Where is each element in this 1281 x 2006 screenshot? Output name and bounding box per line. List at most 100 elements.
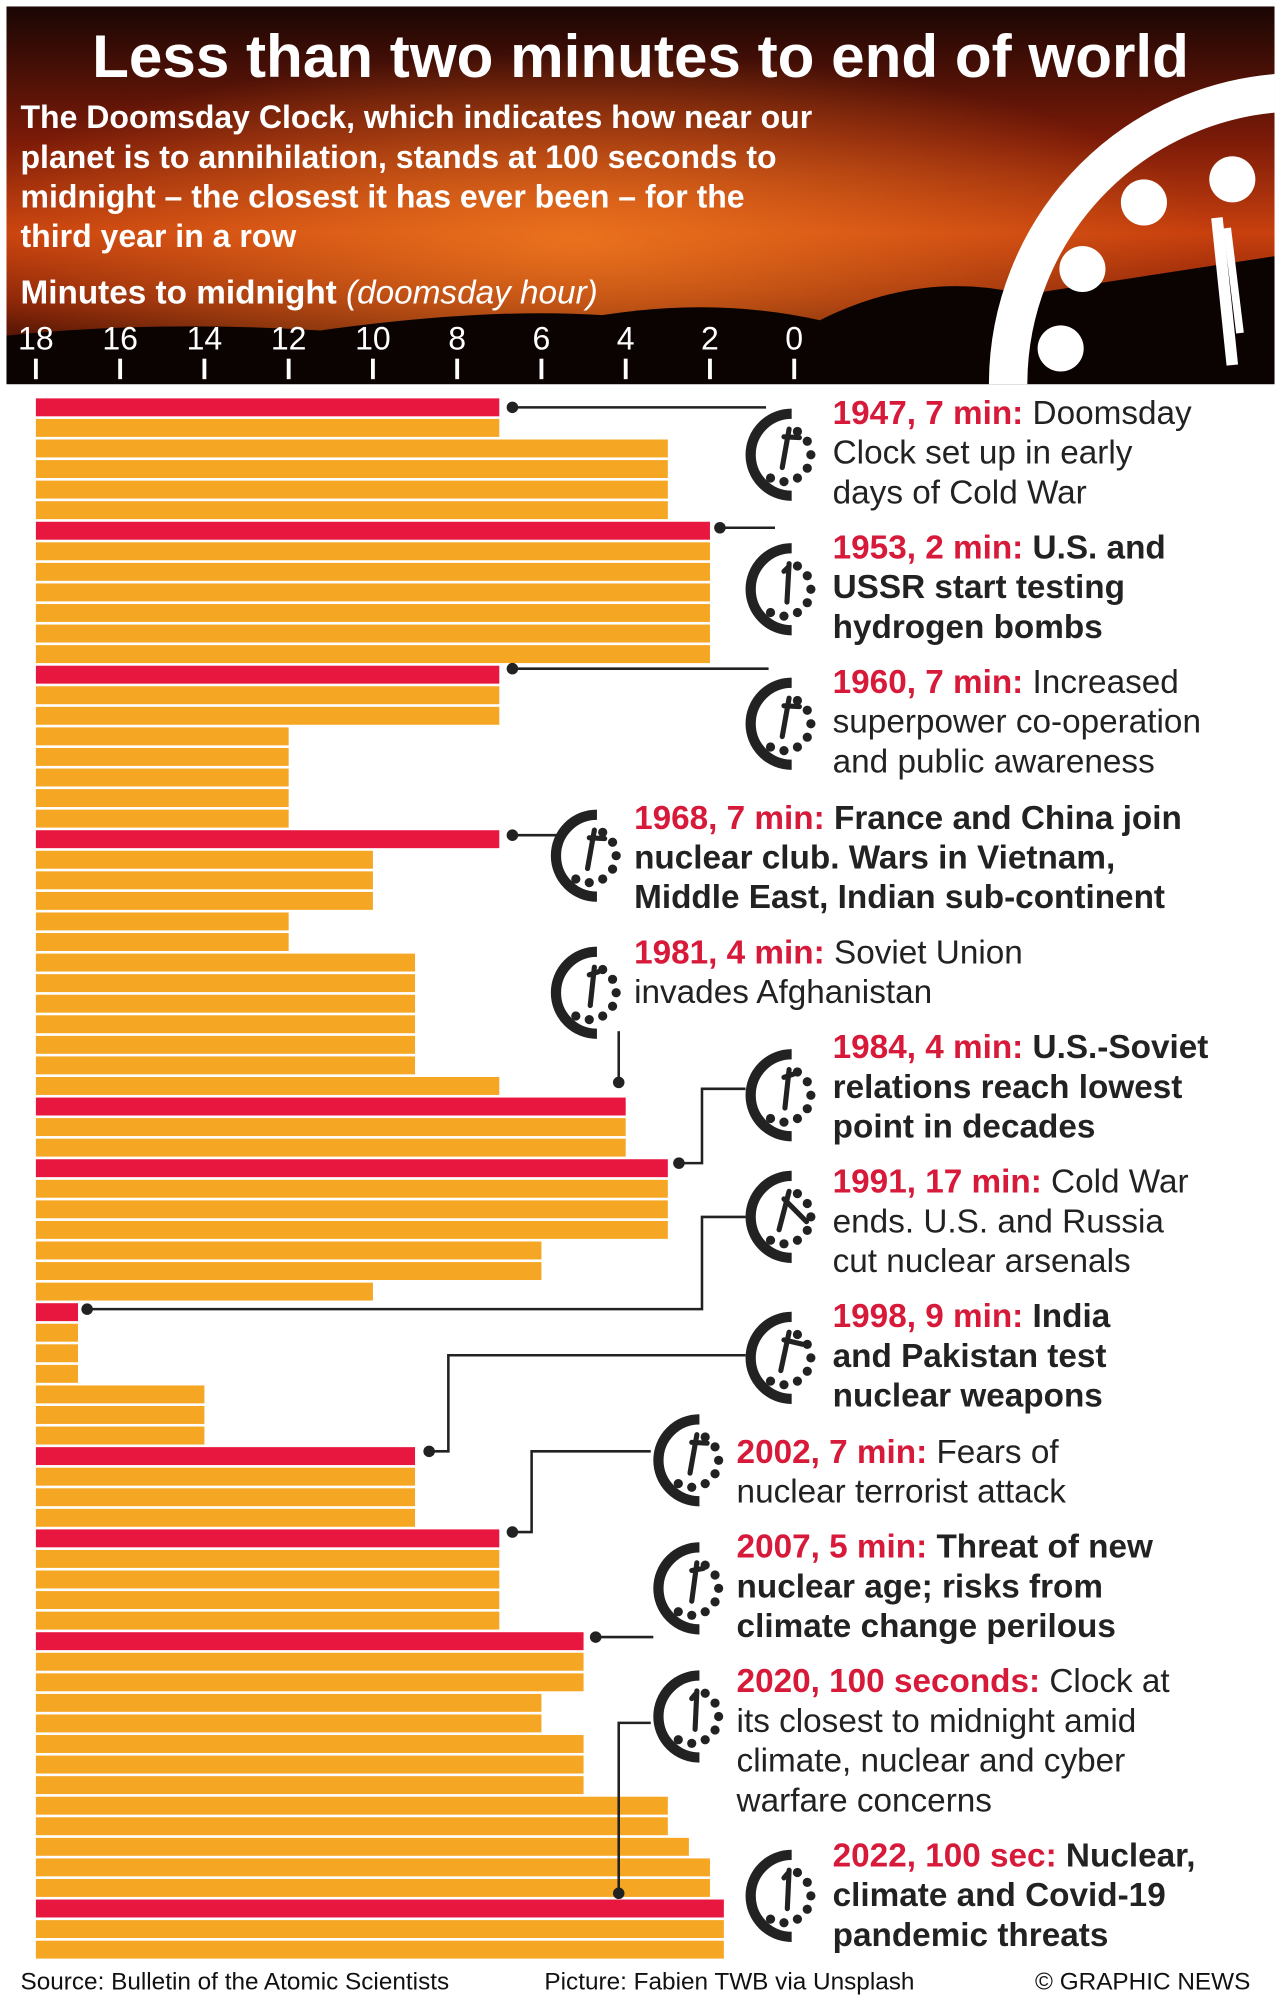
annotation-line: nuclear weapons — [833, 1378, 1103, 1415]
annotation-text: Nuclear, — [1066, 1837, 1196, 1874]
clock-dot — [611, 988, 621, 998]
clock-dot — [806, 584, 816, 594]
annotation-line: hydrogen bombs — [833, 609, 1103, 646]
bar — [35, 1488, 416, 1507]
clock-dot — [687, 1610, 697, 1620]
bar — [35, 1529, 500, 1548]
bar — [35, 809, 289, 828]
big-clock-dot — [1120, 179, 1167, 226]
annotation-text: U.S.-Soviet — [1033, 1029, 1209, 1066]
annotation-line: its closest to midnight amid — [737, 1703, 1137, 1740]
annotation-head: 2020, 100 seconds: — [737, 1663, 1041, 1700]
clock-dot — [584, 1015, 594, 1025]
clock-dot — [607, 864, 618, 874]
connector-dot — [714, 521, 726, 534]
annotation-head: 1968, 7 min: — [634, 800, 825, 837]
annotation-line: 1968, 7 min: France and China join — [634, 800, 1182, 837]
annotation-line: 1998, 9 min: India — [833, 1298, 1111, 1335]
clock-rim — [745, 1849, 792, 1942]
connector-dot — [423, 1445, 435, 1458]
bar — [35, 1200, 668, 1219]
clock-dot — [700, 1688, 710, 1698]
annotation-line: 1960, 7 min: Increased — [833, 664, 1179, 701]
clock-dot — [806, 719, 816, 729]
clock-dot — [802, 1225, 812, 1235]
credit: Picture: Fabien TWB via Unsplash — [544, 1968, 914, 1995]
connector — [429, 1353, 746, 1453]
x-tick-label: 8 — [448, 321, 466, 357]
annotation-line: 2007, 5 min: Threat of new — [737, 1529, 1153, 1566]
clock-dot — [607, 837, 618, 847]
clock-dot — [802, 732, 812, 742]
bar — [35, 1549, 500, 1568]
clock-dot — [802, 705, 812, 715]
connector — [678, 1087, 746, 1165]
clock-dot — [806, 450, 816, 460]
connector-dot — [506, 1526, 519, 1538]
clock-dot — [792, 695, 803, 706]
bar — [35, 1591, 500, 1610]
subtitle: The Doomsday Clock, which indicates how … — [21, 99, 813, 254]
header — [6, 6, 1275, 385]
axis-label: Minutes to midnight (doomsday hour) — [21, 275, 598, 312]
clock-dot — [598, 827, 608, 838]
clock-dot — [792, 1329, 803, 1340]
clock-hand — [781, 1196, 810, 1225]
annotation-line: 1953, 2 min: U.S. and — [833, 530, 1166, 567]
bar — [35, 1755, 584, 1774]
clock-dot — [765, 473, 776, 483]
bar — [35, 665, 500, 684]
clock-dot — [765, 1113, 776, 1124]
clock-rim — [550, 946, 598, 1039]
bar — [35, 1776, 584, 1795]
bar — [35, 1817, 668, 1836]
clock-dot — [700, 1478, 710, 1489]
clock-dot — [714, 1711, 724, 1722]
bar — [35, 1796, 668, 1815]
clock-dot — [802, 1077, 812, 1087]
clock-dot — [802, 1877, 812, 1887]
bar — [35, 1138, 626, 1157]
subtitle-line: third year in a row — [21, 218, 297, 254]
source: Source: Bulletin of the Atomic Scientist… — [21, 1968, 450, 1995]
clock-dot — [779, 477, 789, 487]
annotation-text: Cold War — [1051, 1164, 1189, 1201]
annotation-line: ends. U.S. and Russia — [833, 1203, 1165, 1240]
big-clock-hand — [1211, 217, 1239, 366]
bar — [35, 1282, 373, 1301]
clock-rim — [653, 1670, 700, 1763]
annotation-line: nuclear terrorist attack — [737, 1474, 1067, 1511]
annotation-head: 1981, 4 min: — [634, 934, 825, 971]
clock-hand — [781, 1337, 806, 1347]
annotation-line: 2022, 100 sec: Nuclear, — [833, 1837, 1196, 1874]
clock-rim — [745, 408, 792, 501]
clock-dot — [611, 851, 621, 861]
clock-dot — [673, 1478, 683, 1489]
annotation-head: 1991, 17 min: — [833, 1164, 1042, 1201]
connector-dot — [612, 1076, 625, 1089]
clock-hand — [689, 1691, 699, 1702]
connector-dot — [612, 1887, 625, 1900]
bar — [35, 480, 668, 499]
bar — [35, 501, 668, 520]
annotation-head: 1947, 7 min: — [833, 395, 1024, 432]
x-tick-label: 0 — [785, 321, 803, 357]
x-tick-label: 4 — [617, 321, 635, 357]
clock-dot — [765, 1914, 776, 1924]
copyright: © GRAPHIC NEWS — [1035, 1968, 1250, 1995]
annotation-line: and Pakistan test — [833, 1338, 1107, 1375]
bar — [35, 871, 373, 890]
clock-dot — [802, 598, 812, 608]
clock-dot — [792, 426, 803, 437]
annotation-line: 1947, 7 min: Doomsday — [833, 395, 1192, 432]
clock-dot — [687, 1482, 697, 1492]
annotation-line: Clock set up in early — [833, 435, 1133, 472]
annotation-text: Fears of — [936, 1434, 1059, 1471]
bar — [35, 1508, 416, 1527]
bar — [35, 1570, 500, 1589]
hills — [6, 256, 1275, 385]
bar — [35, 789, 289, 808]
annotation-head: 2002, 7 min: — [737, 1434, 928, 1471]
clock-dot — [792, 1376, 803, 1386]
